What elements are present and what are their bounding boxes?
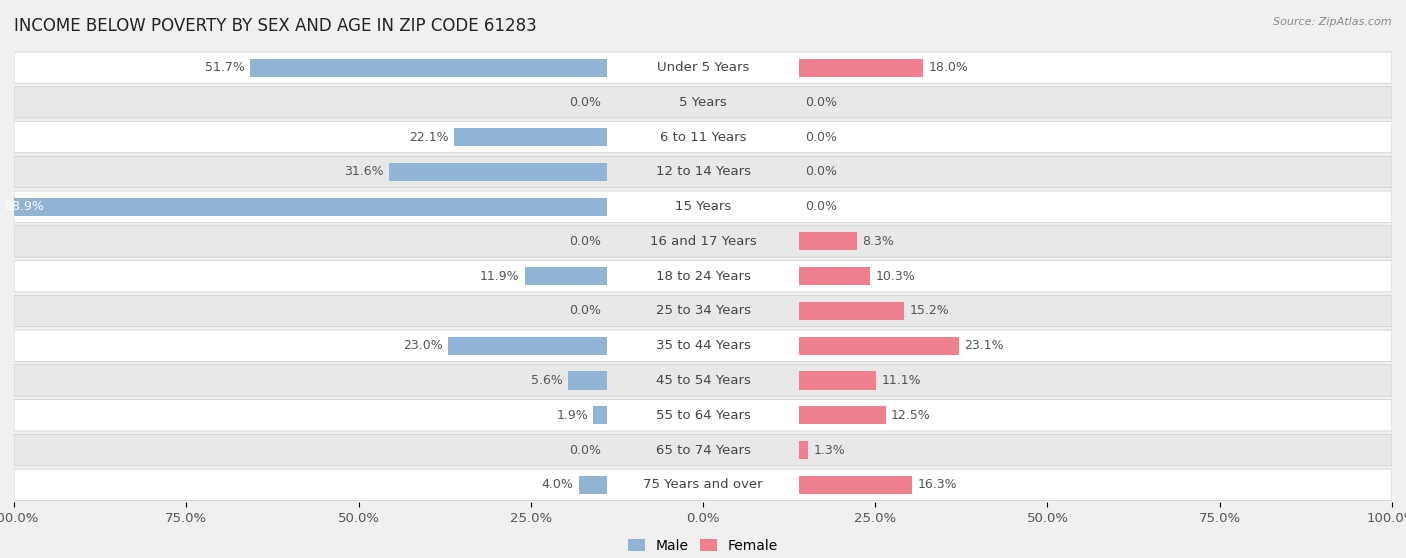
Text: 22.1%: 22.1% (409, 131, 449, 143)
FancyBboxPatch shape (14, 469, 1392, 501)
Bar (449, 336, 606, 355)
Text: 0.0%: 0.0% (806, 165, 837, 179)
Bar (250, 59, 606, 76)
Text: 25 to 34 Years: 25 to 34 Years (655, 305, 751, 318)
FancyBboxPatch shape (14, 122, 1392, 153)
FancyBboxPatch shape (14, 330, 1392, 362)
Legend: Male, Female: Male, Female (623, 533, 783, 558)
Text: Source: ZipAtlas.com: Source: ZipAtlas.com (1274, 17, 1392, 27)
Text: 15.2%: 15.2% (910, 305, 949, 318)
Text: 16.3%: 16.3% (917, 478, 957, 491)
FancyBboxPatch shape (14, 86, 1392, 118)
Bar (0, 198, 606, 216)
FancyBboxPatch shape (14, 156, 1392, 187)
Text: 55 to 64 Years: 55 to 64 Years (655, 409, 751, 422)
Bar (800, 267, 870, 285)
Text: INCOME BELOW POVERTY BY SEX AND AGE IN ZIP CODE 61283: INCOME BELOW POVERTY BY SEX AND AGE IN Z… (14, 17, 537, 35)
Bar (800, 232, 856, 251)
Text: 0.0%: 0.0% (569, 305, 600, 318)
Text: 16 and 17 Years: 16 and 17 Years (650, 235, 756, 248)
Text: Under 5 Years: Under 5 Years (657, 61, 749, 74)
Bar (800, 406, 886, 424)
Text: 1.3%: 1.3% (814, 444, 845, 456)
FancyBboxPatch shape (14, 295, 1392, 326)
FancyBboxPatch shape (14, 365, 1392, 396)
Bar (579, 476, 606, 494)
Bar (800, 476, 911, 494)
Bar (800, 441, 808, 459)
Text: 65 to 74 Years: 65 to 74 Years (655, 444, 751, 456)
FancyBboxPatch shape (14, 191, 1392, 222)
Text: 12 to 14 Years: 12 to 14 Years (655, 165, 751, 179)
Text: 6 to 11 Years: 6 to 11 Years (659, 131, 747, 143)
Text: 0.0%: 0.0% (569, 444, 600, 456)
Bar (389, 163, 606, 181)
Text: 88.9%: 88.9% (4, 200, 45, 213)
Text: 31.6%: 31.6% (343, 165, 384, 179)
Text: 15 Years: 15 Years (675, 200, 731, 213)
Text: 1.9%: 1.9% (557, 409, 588, 422)
Text: 75 Years and over: 75 Years and over (643, 478, 763, 491)
Text: 4.0%: 4.0% (541, 478, 574, 491)
FancyBboxPatch shape (14, 226, 1392, 257)
Text: 18.0%: 18.0% (929, 61, 969, 74)
Text: 5 Years: 5 Years (679, 96, 727, 109)
Text: 12.5%: 12.5% (891, 409, 931, 422)
Text: 8.3%: 8.3% (862, 235, 894, 248)
Text: 35 to 44 Years: 35 to 44 Years (655, 339, 751, 352)
Text: 0.0%: 0.0% (806, 96, 837, 109)
FancyBboxPatch shape (14, 435, 1392, 466)
Text: 23.1%: 23.1% (965, 339, 1004, 352)
FancyBboxPatch shape (14, 261, 1392, 292)
Bar (800, 336, 959, 355)
Bar (454, 128, 606, 146)
Bar (524, 267, 606, 285)
Text: 18 to 24 Years: 18 to 24 Years (655, 270, 751, 283)
Text: 0.0%: 0.0% (569, 235, 600, 248)
Bar (593, 406, 606, 424)
Bar (800, 372, 876, 389)
FancyBboxPatch shape (14, 400, 1392, 431)
Text: 0.0%: 0.0% (806, 131, 837, 143)
Text: 45 to 54 Years: 45 to 54 Years (655, 374, 751, 387)
Bar (568, 372, 606, 389)
Text: 0.0%: 0.0% (569, 96, 600, 109)
Bar (800, 59, 924, 76)
Text: 5.6%: 5.6% (530, 374, 562, 387)
Text: 11.9%: 11.9% (479, 270, 519, 283)
Text: 0.0%: 0.0% (806, 200, 837, 213)
Text: 11.1%: 11.1% (882, 374, 921, 387)
Bar (800, 302, 904, 320)
Text: 23.0%: 23.0% (404, 339, 443, 352)
Text: 10.3%: 10.3% (876, 270, 915, 283)
Text: 51.7%: 51.7% (205, 61, 245, 74)
FancyBboxPatch shape (14, 52, 1392, 83)
